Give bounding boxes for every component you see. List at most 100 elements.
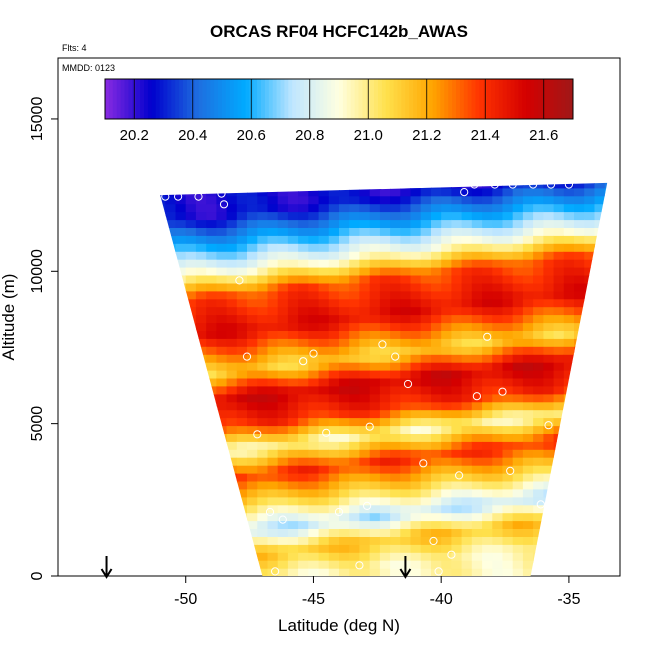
heatmap-cell: [349, 282, 360, 292]
heatmap-cell: [247, 251, 258, 260]
heatmap-cell: [502, 267, 514, 276]
heatmap-cell: [308, 219, 320, 228]
heatmap-cell: [512, 512, 524, 522]
heatmap-cell: [563, 362, 575, 371]
heatmap-cell: [420, 528, 432, 537]
heatmap-cell: [512, 504, 524, 514]
heatmap-cell: [482, 243, 493, 252]
heatmap-cell: [206, 377, 217, 387]
heatmap-cell: [522, 512, 534, 522]
heatmap-cell: [543, 385, 555, 395]
heatmap-cell: [492, 393, 504, 403]
heatmap-cell: [431, 267, 442, 276]
heatmap-cell: [308, 290, 320, 300]
heatmap-cell: [461, 362, 473, 371]
heatmap-cell: [431, 259, 442, 268]
heatmap-cell: [441, 370, 452, 379]
heatmap-cell: [287, 275, 299, 284]
heatmap-cell: [339, 298, 350, 308]
heatmap-cell: [451, 346, 463, 355]
heatmap-cell: [247, 330, 258, 339]
heatmap-cell: [431, 433, 442, 442]
colorbar-swatch: [569, 79, 574, 119]
heatmap-cell: [390, 393, 401, 403]
heatmap-cell: [349, 275, 360, 284]
colorbar-swatch: [495, 79, 500, 119]
heatmap-cell: [257, 401, 269, 411]
heatmap-cell: [195, 203, 207, 213]
heatmap-cell: [441, 354, 452, 363]
heatmap-cell: [308, 544, 320, 553]
heatmap-cell: [216, 203, 228, 213]
heatmap-cell: [410, 203, 422, 213]
heatmap-cell: [328, 449, 340, 458]
heatmap-cell: [339, 433, 350, 442]
heatmap-cell: [492, 219, 504, 228]
heatmap-cell: [247, 338, 258, 347]
heatmap-cell: [441, 409, 452, 419]
sample-point: [322, 428, 331, 437]
heatmap-cell: [420, 465, 432, 474]
heatmap-cell: [431, 187, 442, 197]
heatmap-cell: [379, 568, 391, 576]
heatmap-cell: [400, 520, 412, 529]
heatmap-cell: [574, 290, 585, 300]
heatmap-cell: [318, 370, 330, 379]
heatmap-cell: [563, 314, 575, 324]
heatmap-cell: [400, 330, 412, 339]
heatmap-cell: [410, 370, 422, 379]
heatmap-cell: [328, 275, 340, 284]
heatmap-cell: [308, 465, 320, 474]
colorbar-swatch: [393, 79, 398, 119]
heatmap-cell: [390, 306, 401, 316]
heatmap-cell: [574, 314, 585, 324]
heatmap-cell: [502, 362, 514, 371]
sample-point: [429, 536, 438, 546]
heatmap-cell: [328, 488, 340, 498]
heatmap-cell: [247, 377, 258, 387]
heatmap-cell: [236, 338, 248, 347]
heatmap-cell: [369, 298, 381, 308]
colorbar-swatch: [261, 79, 266, 119]
heatmap-cell: [471, 187, 483, 197]
colorbar-swatch: [144, 79, 149, 119]
heatmap-cell: [410, 219, 422, 228]
heatmap-cell: [461, 465, 473, 474]
heatmap-cell: [216, 227, 228, 236]
heatmap-cell: [216, 417, 228, 427]
colorbar-swatch: [186, 79, 192, 119]
heatmap-cell: [461, 401, 473, 411]
heatmap-cell: [522, 504, 534, 514]
heatmap-cell: [522, 290, 534, 300]
heatmap-cell: [410, 433, 422, 442]
heatmap-cell: [400, 338, 412, 347]
heatmap-cell: [236, 488, 248, 498]
heatmap-cell: [482, 306, 493, 316]
heatmap-cell: [379, 377, 391, 387]
heatmap-cell: [522, 322, 534, 331]
heatmap-cell: [349, 425, 360, 434]
heatmap-cell: [298, 322, 309, 331]
heatmap-cell: [195, 314, 207, 324]
heatmap-cell: [400, 488, 412, 498]
heatmap-cell: [339, 480, 350, 490]
heatmap-cell: [451, 496, 463, 506]
heatmap-cell: [318, 211, 330, 221]
heatmap-cell: [431, 465, 442, 474]
heatmap-cell: [451, 330, 463, 339]
heatmap-cell: [431, 195, 442, 205]
heatmap-cell: [543, 393, 555, 403]
heatmap-cell: [379, 282, 391, 292]
heatmap-cell: [533, 441, 544, 450]
heatmap-cell: [328, 370, 340, 379]
heatmap-cell: [287, 433, 299, 442]
heatmap-cell: [257, 441, 269, 450]
heatmap-cell: [206, 370, 217, 379]
heatmap-cell: [257, 417, 269, 427]
heatmap-cell: [563, 235, 575, 244]
heatmap-cell: [298, 290, 309, 300]
heatmap-cell: [216, 354, 228, 363]
heatmap-cell: [318, 227, 330, 236]
heatmap-cell: [441, 227, 452, 236]
heatmap-cell: [369, 306, 381, 316]
